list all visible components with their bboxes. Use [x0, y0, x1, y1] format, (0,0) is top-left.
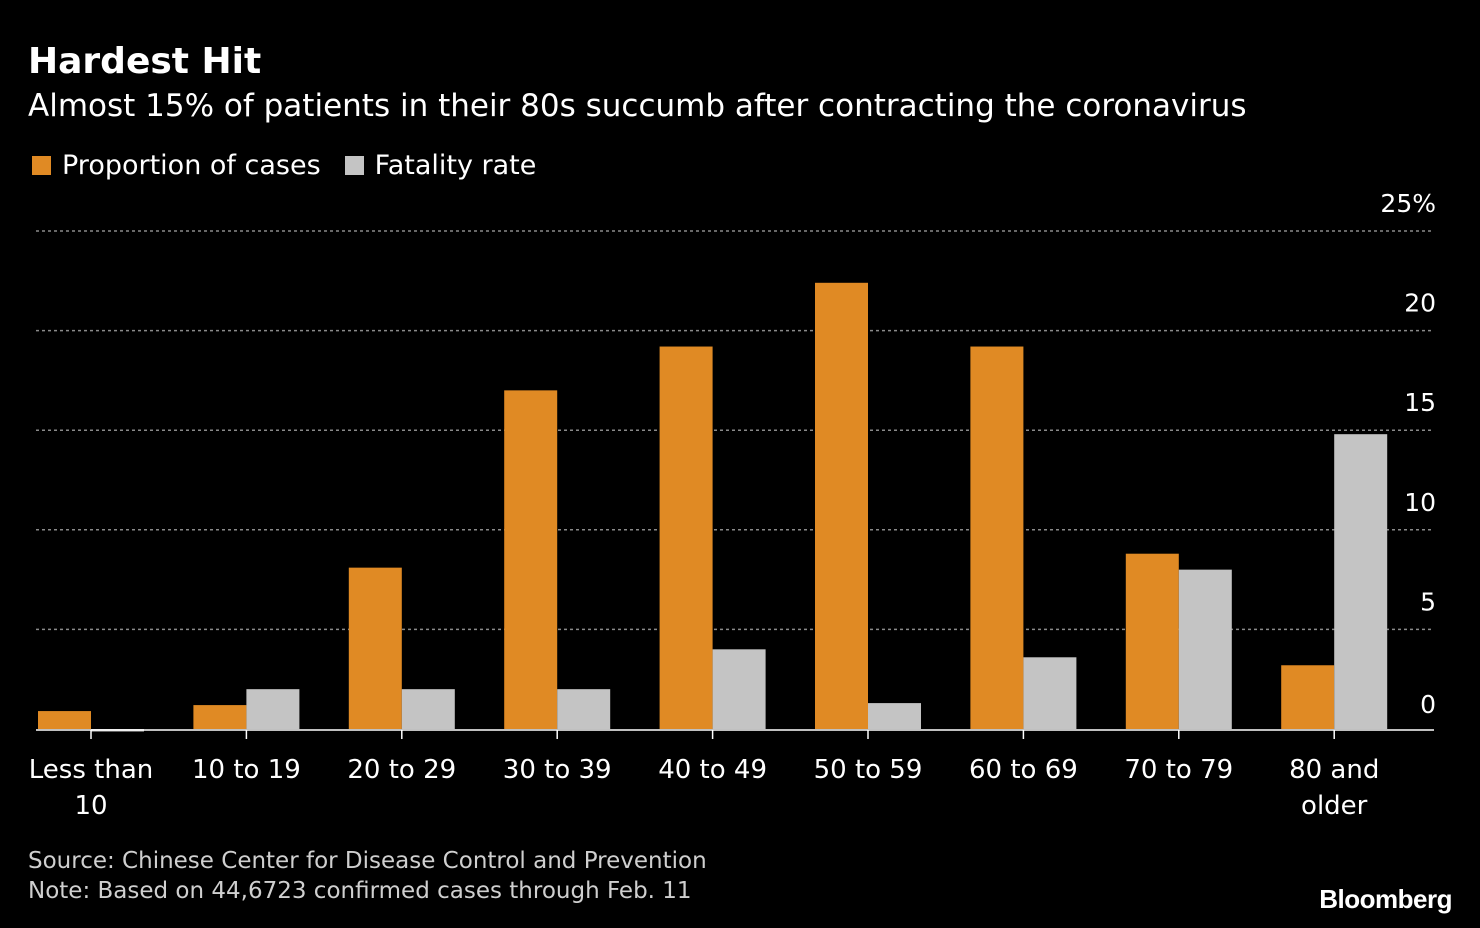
legend-item-proportion: Proportion of cases: [32, 150, 321, 181]
bar-fatality-4: [712, 649, 766, 729]
chart-subtitle: Almost 15% of patients in their 80s succ…: [28, 88, 1247, 124]
x-tick-label-3: 30 to 39: [503, 755, 612, 785]
legend-item-fatality: Fatality rate: [344, 150, 537, 181]
y-tick-label-25: 25%: [1380, 189, 1436, 218]
bar-fatality-2: [401, 689, 455, 729]
bar-proportion-1: [193, 705, 247, 729]
x-tick-label-1: 10 to 19: [192, 755, 301, 785]
y-tick-label-15: 15: [1404, 388, 1436, 417]
y-tick-label-0: 0: [1420, 690, 1436, 719]
x-tick-label-line: 30 to 39: [503, 755, 612, 785]
bar-proportion-3: [504, 390, 558, 729]
x-tick-label-line: 10 to 19: [192, 755, 301, 785]
bar-fatality-7: [1178, 569, 1232, 729]
source-note: Source: Chinese Center for Disease Contr…: [28, 848, 707, 874]
bar-fatality-3: [557, 689, 611, 729]
bar-proportion-8: [1281, 665, 1335, 729]
bar-fatality-5: [868, 703, 921, 729]
bar-fatality-6: [1023, 657, 1077, 729]
x-tick-label-line: Less than: [29, 755, 153, 785]
legend-label-proportion: Proportion of cases: [62, 150, 321, 181]
x-tick-label-4: 40 to 49: [658, 755, 767, 785]
y-tick-label-20: 20: [1404, 289, 1436, 318]
x-tick-label-line: 10: [74, 791, 107, 821]
x-tick-label-line: 40 to 49: [658, 755, 767, 785]
bar-fatality-8: [1334, 434, 1388, 729]
legend: Proportion of cases Fatality rate: [32, 150, 560, 181]
x-tick-label-2: 20 to 29: [347, 755, 456, 785]
y-tick-label-10: 10: [1404, 488, 1436, 517]
x-tick-label-line: 50 to 59: [814, 755, 923, 785]
legend-swatch-fatality: [344, 156, 364, 175]
chart-title: Hardest Hit: [28, 41, 262, 82]
footnote: Note: Based on 44,6723 confirmed cases t…: [28, 878, 692, 904]
x-tick-label-line: 20 to 29: [347, 755, 456, 785]
legend-label-fatality: Fatality rate: [374, 150, 537, 181]
bar-proportion-0: [38, 711, 91, 729]
bar-fatality-1: [246, 689, 300, 729]
x-tick-label-5: 50 to 59: [814, 755, 923, 785]
bloomberg-logo: Bloomberg: [1319, 884, 1452, 914]
bar-proportion-5: [815, 282, 868, 729]
x-tick-label-line: 80 and: [1289, 755, 1379, 785]
x-tick-label-8: 80 and older: [1289, 755, 1379, 821]
bar-proportion-2: [348, 567, 402, 729]
x-tick-label-7: 70 to 79: [1124, 755, 1233, 785]
bar-proportion-6: [970, 346, 1024, 729]
y-tick-label-5: 5: [1420, 587, 1436, 616]
x-tick-label-line: 70 to 79: [1124, 755, 1233, 785]
legend-swatch-proportion: [32, 156, 51, 175]
x-tick-label-line: 60 to 69: [969, 755, 1078, 785]
bar-proportion-4: [659, 346, 713, 729]
x-tick-label-line: older: [1301, 791, 1368, 821]
x-tick-label-6: 60 to 69: [969, 755, 1078, 785]
x-tick-label-0: Less than 10: [29, 755, 153, 821]
bar-proportion-7: [1125, 553, 1179, 729]
